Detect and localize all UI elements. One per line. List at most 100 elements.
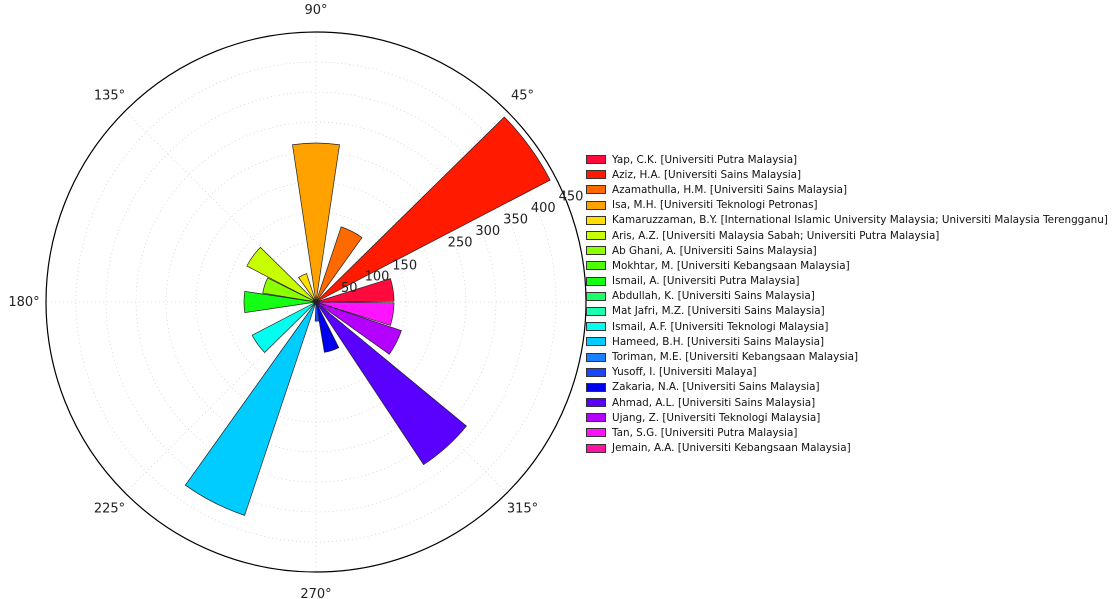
angle-tick-labels: 45° 90° 135° 180° 225° 270° 315° xyxy=(8,3,538,599)
angle-tick-label: 225° xyxy=(94,502,125,517)
legend-label: Kamaruzzaman, B.Y. [International Islami… xyxy=(612,214,1108,227)
bar-17 xyxy=(315,301,402,355)
legend-label: Isa, M.H. [Universiti Teknologi Petronas… xyxy=(612,199,818,212)
legend-label: Abdullah, K. [Universiti Sains Malaysia] xyxy=(612,290,815,303)
legend-label: Aris, A.Z. [Universiti Malaysia Sabah; U… xyxy=(612,229,940,242)
legend-item: Aziz, H.A. [Universiti Sains Malaysia] xyxy=(586,167,1108,182)
legend-label: Hameed, B.H. [Universiti Sains Malaysia] xyxy=(612,335,825,348)
legend-item: Kamaruzzaman, B.Y. [International Islami… xyxy=(586,213,1108,228)
legend-swatch xyxy=(586,322,606,332)
legend-item: Toriman, M.E. [Universiti Kebangsaan Mal… xyxy=(586,349,1108,364)
legend-swatch xyxy=(586,443,606,453)
radial-tick-label: 400 xyxy=(531,201,556,216)
legend-swatch xyxy=(586,200,606,210)
legend-label: Toriman, M.E. [Universiti Kebangsaan Mal… xyxy=(612,351,859,364)
legend-swatch xyxy=(586,428,606,438)
grid-spoke xyxy=(124,110,317,303)
legend-label: Yusoff, I. [Universiti Malaya] xyxy=(612,366,757,379)
legend-label: Ahmad, A.L. [Universiti Sains Malaysia] xyxy=(612,396,816,409)
legend-label: Ismail, A. [Universiti Putra Malaysia] xyxy=(612,275,800,288)
outer-circle xyxy=(45,31,587,573)
bar-4 xyxy=(298,273,317,303)
legend-item: Ab Ghani, A. [Universiti Sains Malaysia] xyxy=(586,243,1108,258)
legend-label: Yap, C.K. [Universiti Putra Malaysia] xyxy=(612,153,798,166)
angle-tick-label: 45° xyxy=(511,89,534,104)
bar-8 xyxy=(243,290,317,314)
bar-1 xyxy=(315,116,551,303)
legend-swatch xyxy=(586,367,606,377)
bar-18 xyxy=(315,301,395,326)
legend-swatch xyxy=(586,306,606,316)
radial-tick-label: 250 xyxy=(448,235,473,250)
legend-item: Zakaria, N.A. [Universiti Sains Malaysia… xyxy=(586,380,1108,395)
legend-item: Azamathulla, H.M. [Universiti Sains Mala… xyxy=(586,182,1108,197)
legend-swatch xyxy=(586,155,606,165)
grid-ring xyxy=(165,151,467,453)
legend-label: Zakaria, N.A. [Universiti Sains Malaysia… xyxy=(612,381,820,394)
legend-item: Ahmad, A.L. [Universiti Sains Malaysia] xyxy=(586,395,1108,410)
grid-spoke xyxy=(124,301,317,494)
legend-swatch xyxy=(586,170,606,180)
legend-swatch xyxy=(586,337,606,347)
bar-2 xyxy=(315,226,363,303)
legend-swatch xyxy=(586,215,606,225)
legend-swatch xyxy=(586,185,606,195)
grid-ring xyxy=(225,211,407,393)
bar-19 xyxy=(315,301,319,303)
legend: Yap, C.K. [Universiti Putra Malaysia] Azi… xyxy=(586,152,1108,456)
polar-bars xyxy=(184,116,551,516)
radial-tick-label: 50 xyxy=(341,281,358,296)
legend-label: Ismail, A.F. [Universiti Teknologi Malay… xyxy=(612,320,829,333)
angle-tick-label: 180° xyxy=(8,295,39,310)
legend-item: Ismail, A.F. [Universiti Teknologi Malay… xyxy=(586,319,1108,334)
legend-label: Tan, S.G. [Universiti Putra Malaysia] xyxy=(612,426,798,439)
legend-item: Jemain, A.A. [Universiti Kebangsaan Mala… xyxy=(586,441,1108,456)
legend-swatch xyxy=(586,291,606,301)
legend-item: Yusoff, I. [Universiti Malaya] xyxy=(586,365,1108,380)
legend-swatch xyxy=(586,276,606,286)
angle-tick-label: 90° xyxy=(304,3,327,18)
legend-swatch xyxy=(586,261,606,271)
legend-item: Ujang, Z. [Universiti Teknologi Malaysia… xyxy=(586,410,1108,425)
legend-swatch xyxy=(586,413,606,423)
legend-swatch xyxy=(586,246,606,256)
legend-item: Mokhtar, M. [Universiti Kebangsaan Malay… xyxy=(586,258,1108,273)
legend-swatch xyxy=(586,382,606,392)
legend-item: Isa, M.H. [Universiti Teknologi Petronas… xyxy=(586,198,1108,213)
radial-tick-label: 150 xyxy=(392,258,417,273)
legend-item: Hameed, B.H. [Universiti Sains Malaysia] xyxy=(586,334,1108,349)
radial-tick-label: 300 xyxy=(475,224,500,239)
legend-label: Ujang, Z. [Universiti Teknologi Malaysia… xyxy=(612,411,821,424)
angle-tick-label: 135° xyxy=(94,89,125,104)
bar-16 xyxy=(315,301,467,466)
radial-tick-label: 100 xyxy=(365,270,390,285)
legend-item: Tan, S.G. [Universiti Putra Malaysia] xyxy=(586,425,1108,440)
angle-tick-label: 270° xyxy=(300,587,331,599)
legend-item: Abdullah, K. [Universiti Sains Malaysia] xyxy=(586,289,1108,304)
bar-15 xyxy=(315,301,340,353)
grid-ring xyxy=(105,91,527,513)
legend-label: Azamathulla, H.M. [Universiti Sains Mala… xyxy=(612,183,848,196)
legend-label: Mokhtar, M. [Universiti Kebangsaan Malay… xyxy=(612,259,850,272)
bar-11 xyxy=(251,301,317,353)
legend-label: Aziz, H.A. [Universiti Sains Malaysia] xyxy=(612,168,802,181)
bar-12 xyxy=(184,301,317,516)
legend-label: Ab Ghani, A. [Universiti Sains Malaysia] xyxy=(612,244,817,257)
legend-item: Mat Jafri, M.Z. [Universiti Sains Malays… xyxy=(586,304,1108,319)
bar-6 xyxy=(262,277,317,303)
legend-label: Jemain, A.A. [Universiti Kebangsaan Mala… xyxy=(612,442,851,455)
radial-tick-label: 350 xyxy=(503,212,528,227)
legend-swatch xyxy=(586,398,606,408)
legend-item: Aris, A.Z. [Universiti Malaysia Sabah; U… xyxy=(586,228,1108,243)
bar-5 xyxy=(246,246,317,303)
radial-tick-label: 450 xyxy=(559,189,584,204)
legend-swatch xyxy=(586,352,606,362)
angle-tick-label: 315° xyxy=(507,502,538,517)
legend-label: Mat Jafri, M.Z. [Universiti Sains Malays… xyxy=(612,305,825,318)
bar-0 xyxy=(315,278,395,303)
bar-3 xyxy=(292,142,340,303)
legend-item: Ismail, A. [Universiti Putra Malaysia] xyxy=(586,274,1108,289)
grid-spoke xyxy=(315,110,508,303)
